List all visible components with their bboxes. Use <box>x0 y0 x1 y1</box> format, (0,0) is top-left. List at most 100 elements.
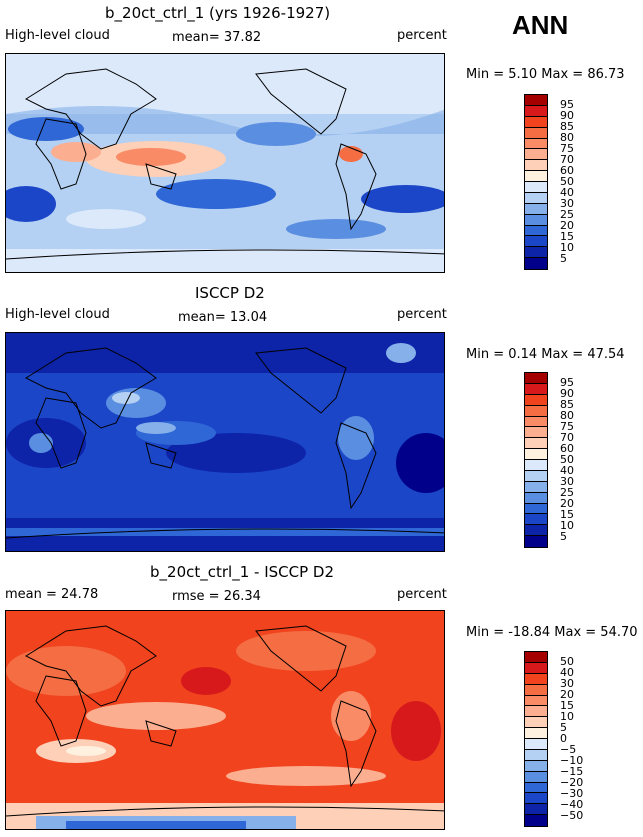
colorbar-swatch <box>525 214 547 226</box>
colorbar-tick-label: 0 <box>560 732 567 745</box>
colorbar-swatch <box>525 149 547 161</box>
map-panel <box>5 610 445 830</box>
colorbar-swatch <box>525 760 547 772</box>
colorbar <box>524 651 548 827</box>
colorbar-swatch <box>525 247 547 259</box>
colorbar-tick-label: 85 <box>560 398 574 411</box>
colorbar-tick-label: 75 <box>560 142 574 155</box>
colorbar-swatch <box>525 525 547 537</box>
minmax-label: Min = 5.10 Max = 86.73 <box>466 67 625 82</box>
rmse-label: rmse = 26.34 <box>172 589 261 604</box>
colorbar-swatch <box>525 706 547 718</box>
colorbar-tick-label: 95 <box>560 376 574 389</box>
colorbar-tick-label: 20 <box>560 688 574 701</box>
mean-label: mean = 24.78 <box>5 587 99 602</box>
colorbar-tick-label: 10 <box>560 710 574 723</box>
colorbar-swatch <box>525 503 547 515</box>
colorbar-tick-label: 15 <box>560 699 574 712</box>
colorbar-swatch <box>525 782 547 794</box>
colorbar-tick-label: 25 <box>560 208 574 221</box>
units-label: percent <box>397 587 447 602</box>
colorbar-tick-label: 50 <box>560 655 574 668</box>
colorbar-tick-label: 10 <box>560 241 574 254</box>
minmax-label: Min = -18.84 Max = 54.70 <box>466 625 638 640</box>
colorbar-swatch <box>525 684 547 696</box>
colorbar-tick-label: 30 <box>560 197 574 210</box>
colorbar-swatch <box>525 793 547 805</box>
units-label: percent <box>397 307 447 322</box>
colorbar-swatch <box>525 460 547 471</box>
colorbar-tick-label: −40 <box>560 798 584 811</box>
colorbar-swatch <box>525 695 547 707</box>
colorbar <box>524 372 548 548</box>
colorbar-tick-label: 15 <box>560 508 574 521</box>
colorbar-tick-label: 20 <box>560 219 574 232</box>
colorbar-swatch <box>525 739 547 750</box>
colorbar-swatch <box>525 138 547 150</box>
colorbar-swatch <box>525 405 547 417</box>
colorbar-swatch <box>525 481 547 493</box>
colorbar-tick-label: 20 <box>560 497 574 510</box>
colorbar-tick-label: −15 <box>560 765 584 778</box>
colorbar-swatch <box>525 652 547 663</box>
colorbar-tick-label: 40 <box>560 666 574 679</box>
colorbar-swatch <box>525 171 547 182</box>
colorbar-tick-label: −5 <box>560 743 577 756</box>
colorbar-swatch <box>525 192 547 204</box>
colorbar-swatch <box>525 160 547 172</box>
colorbar-swatch <box>525 470 547 482</box>
colorbar-tick-label: 85 <box>560 120 574 133</box>
colorbar-tick-label: 30 <box>560 677 574 690</box>
colorbar-swatch <box>525 127 547 139</box>
colorbar <box>524 94 548 270</box>
colorbar-tick-label: 90 <box>560 387 574 400</box>
colorbar-tick-label: 5 <box>560 530 567 543</box>
colorbar-tick-label: −30 <box>560 787 584 800</box>
difference-map <box>6 611 444 829</box>
colorbar-swatch <box>525 105 547 117</box>
colorbar-tick-label: 40 <box>560 186 574 199</box>
colorbar-tick-label: 40 <box>560 464 574 477</box>
colorbar-swatch <box>525 116 547 128</box>
colorbar-tick-label: 90 <box>560 109 574 122</box>
colorbar-tick-label: 30 <box>560 475 574 488</box>
colorbar-tick-label: −10 <box>560 754 584 767</box>
colorbar-swatch <box>525 717 547 729</box>
field-label: High-level cloud <box>5 307 110 322</box>
colorbar-tick-label: 95 <box>560 98 574 111</box>
model-cloud-map <box>6 54 444 272</box>
colorbar-tick-label: −50 <box>560 809 584 822</box>
colorbar-swatch <box>525 236 547 248</box>
colorbar-swatch <box>525 492 547 504</box>
panel-title: b_20ct_ctrl_1 - ISCCP D2 <box>150 563 334 581</box>
colorbar-tick-label: 80 <box>560 131 574 144</box>
colorbar-tick-label: 10 <box>560 519 574 532</box>
minmax-label: Min = 0.14 Max = 47.54 <box>466 347 625 362</box>
colorbar-swatch <box>525 749 547 761</box>
colorbar-swatch <box>525 95 547 106</box>
observed-cloud-map <box>6 333 444 551</box>
colorbar-swatch <box>525 182 547 193</box>
field-label: High-level cloud <box>5 28 110 43</box>
colorbar-tick-label: 60 <box>560 442 574 455</box>
colorbar-swatch <box>525 728 547 739</box>
colorbar-swatch <box>525 427 547 439</box>
colorbar-swatch <box>525 258 547 269</box>
colorbar-swatch <box>525 771 547 783</box>
mean-label: mean= 13.04 <box>178 310 268 325</box>
season-label: ANN <box>512 10 569 40</box>
colorbar-swatch <box>525 804 547 816</box>
colorbar-swatch <box>525 536 547 547</box>
mean-label: mean= 37.82 <box>172 30 262 45</box>
colorbar-tick-label: 60 <box>560 164 574 177</box>
colorbar-tick-label: 50 <box>560 175 574 188</box>
colorbar-tick-label: 15 <box>560 230 574 243</box>
colorbar-tick-label: 5 <box>560 721 567 734</box>
panel-title: ISCCP D2 <box>195 284 265 302</box>
colorbar-swatch <box>525 416 547 428</box>
colorbar-tick-label: −20 <box>560 776 584 789</box>
colorbar-swatch <box>525 815 547 826</box>
colorbar-swatch <box>525 449 547 460</box>
colorbar-tick-label: 5 <box>560 252 567 265</box>
colorbar-swatch <box>525 514 547 526</box>
